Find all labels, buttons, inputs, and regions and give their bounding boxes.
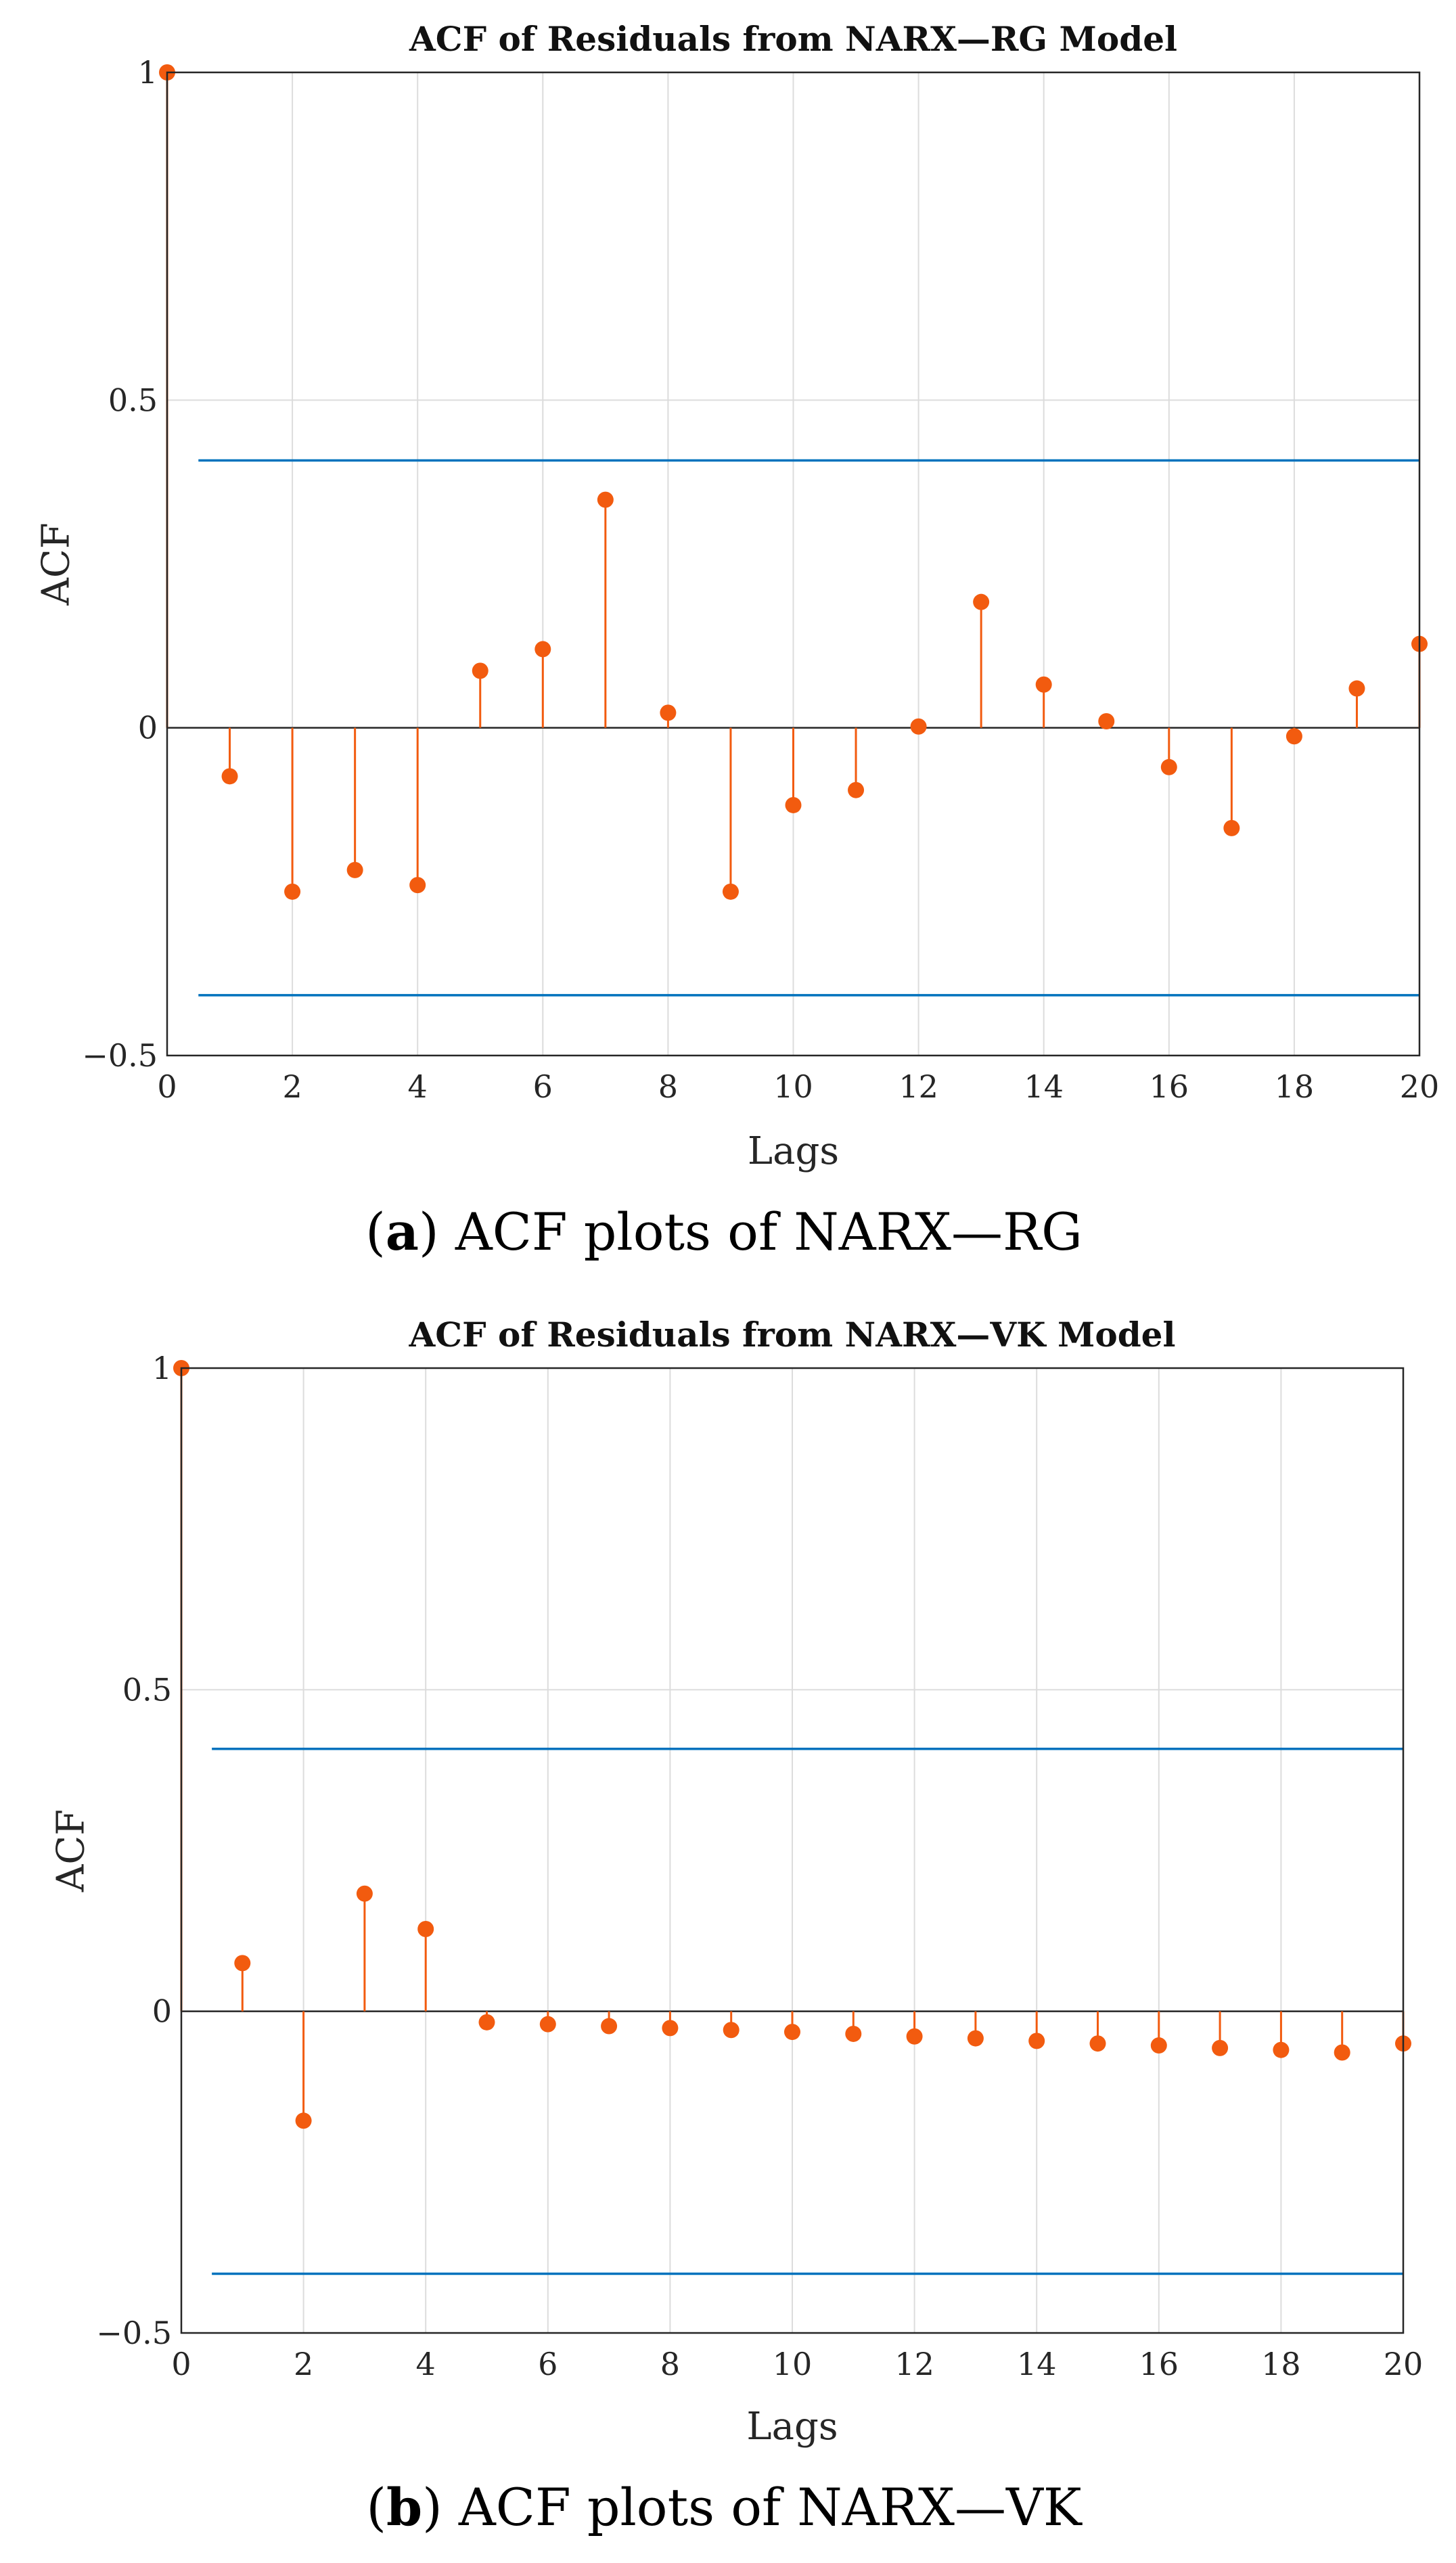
x-tick-label: 10 [773, 2346, 813, 2382]
plot-frame [166, 71, 1421, 1057]
x-axis-label: Lags [746, 2405, 838, 2449]
acf-panel-rg: 0 2 4 6 8 10 12 14 16 18 20−0.500.51 ACF of Residu… [35, 19, 1440, 1262]
acf-marker-lag-2 [284, 883, 301, 900]
x-tick-label: 20 [1400, 1068, 1440, 1105]
x-tick-label: 14 [1017, 2346, 1057, 2382]
caption-text: ACF plots of NARX—RG [439, 1202, 1083, 1262]
acf-marker-lag-19 [1334, 2044, 1350, 2061]
figure-caption: (b) ACF plots of NARX—VK [366, 2477, 1083, 2537]
x-tick-label: 2 [294, 2346, 313, 2382]
x-tick-label: 18 [1261, 2346, 1301, 2382]
acf-marker-lag-10 [784, 2024, 800, 2041]
x-tick-label: 4 [408, 1068, 428, 1105]
acf-marker-lag-7 [601, 2018, 618, 2035]
acf-marker-lag-19 [1348, 680, 1365, 697]
acf-marker-lag-14 [1028, 2033, 1045, 2049]
acf-marker-lag-9 [723, 2022, 740, 2039]
acf-marker-lag-15 [1089, 2035, 1106, 2052]
acf-marker-lag-12 [906, 2028, 923, 2045]
plot-frame [180, 1367, 1405, 2334]
caption-text: ACF plots of NARX—VK [442, 2477, 1083, 2537]
acf-marker-lag-11 [845, 2025, 862, 2042]
x-tick-label: 0 [157, 1068, 177, 1105]
y-axis-label: ACF [35, 522, 78, 606]
y-tick-label: −0.5 [82, 1037, 158, 1074]
x-tick-label: 4 [416, 2346, 436, 2382]
x-tick-label: 0 [171, 2346, 191, 2382]
acf-marker-lag-6 [539, 2016, 556, 2033]
acf-marker-lag-3 [346, 861, 363, 878]
acf-marker-lag-11 [848, 781, 865, 798]
y-tick-label: 0 [138, 710, 158, 746]
figure-caption: (a) ACF plots of NARX—RG [365, 1202, 1083, 1262]
acf-marker-lag-16 [1160, 758, 1177, 775]
acf-marker-lag-13 [973, 593, 990, 610]
acf-panel-vk: 0 2 4 6 8 10 12 14 16 18 20−0.500.51 ACF of Residu… [49, 1315, 1424, 2537]
chart-title: ACF of Residuals from NARX—RG Model [409, 19, 1177, 59]
x-tick-label: 12 [894, 2346, 934, 2382]
x-tick-label: 2 [282, 1068, 302, 1105]
x-axis-label: Lags [748, 1129, 839, 1173]
acf-marker-lag-4 [409, 877, 426, 894]
caption-letter: a [386, 1202, 419, 1262]
y-tick-label: 0 [152, 1993, 172, 2030]
x-tick-label: 18 [1275, 1068, 1315, 1105]
acf-marker-lag-14 [1035, 676, 1052, 693]
y-tick-label: 1 [152, 1350, 172, 1386]
caption-letter: b [386, 2477, 422, 2537]
acf-marker-lag-5 [472, 662, 488, 679]
y-tick-label: 0.5 [122, 1671, 172, 1708]
acf-marker-lag-1 [221, 768, 238, 785]
x-tick-label: 8 [660, 2346, 680, 2382]
y-axis-label: ACF [49, 1809, 93, 1892]
acf-marker-lag-3 [356, 1885, 373, 1902]
y-tick-label: 1 [138, 54, 158, 91]
acf-marker-lag-18 [1286, 728, 1302, 745]
acf-marker-lag-13 [967, 2030, 984, 2047]
x-tick-label: 16 [1150, 1068, 1189, 1105]
acf-marker-lag-8 [662, 2020, 679, 2037]
x-tick-label: 6 [533, 1068, 553, 1105]
acf-marker-lag-9 [722, 883, 739, 900]
x-tick-label: 6 [538, 2346, 558, 2382]
acf-marker-lag-18 [1273, 2041, 1290, 2058]
acf-marker-lag-4 [417, 1920, 434, 1937]
acf-marker-lag-7 [597, 491, 614, 508]
acf-marker-lag-17 [1223, 819, 1240, 836]
acf-marker-lag-10 [785, 796, 802, 813]
acf-marker-lag-16 [1150, 2037, 1167, 2054]
x-tick-label: 10 [773, 1068, 813, 1105]
acf-marker-lag-2 [295, 2112, 312, 2129]
acf-marker-lag-6 [534, 641, 551, 658]
acf-marker-lag-8 [660, 704, 677, 721]
x-tick-label: 20 [1384, 2346, 1424, 2382]
y-tick-label: 0.5 [108, 382, 158, 418]
x-tick-label: 16 [1139, 2346, 1179, 2382]
acf-marker-lag-12 [910, 718, 927, 735]
acf-marker-lag-15 [1098, 712, 1115, 729]
acf-marker-lag-17 [1212, 2039, 1229, 2056]
x-tick-label: 12 [898, 1068, 938, 1105]
acf-marker-lag-5 [478, 2014, 495, 2031]
acf-marker-lag-1 [234, 1955, 251, 1972]
chart-title: ACF of Residuals from NARX—VK Model [408, 1315, 1175, 1355]
x-tick-label: 14 [1024, 1068, 1064, 1105]
y-tick-label: −0.5 [96, 2315, 172, 2351]
x-tick-label: 8 [658, 1068, 678, 1105]
